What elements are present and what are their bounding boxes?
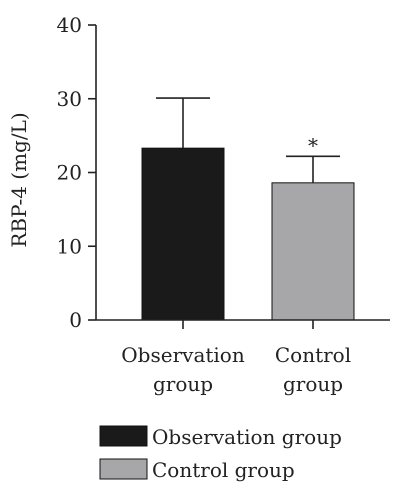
x-tick-label: Control <box>275 343 351 367</box>
y-tick-label: 0 <box>69 308 82 332</box>
y-tick-label: 40 <box>57 13 82 37</box>
x-axis: Observation group Control group <box>96 319 390 396</box>
x-tick-label: group <box>153 372 213 396</box>
legend: Observation group Control group <box>99 425 342 482</box>
y-axis-title: RBP-4 (mg/L) <box>7 112 31 247</box>
x-tick-label: Observation <box>121 343 245 367</box>
bar <box>271 182 355 321</box>
y-axis: 0 10 20 30 40 <box>57 13 97 332</box>
x-tick-label: group <box>283 372 343 396</box>
y-tick-label: 10 <box>57 234 82 258</box>
bar <box>141 147 225 321</box>
legend-swatch <box>99 425 148 447</box>
significance-marker: * <box>308 133 318 157</box>
error-bars: * <box>156 97 340 183</box>
legend-swatch <box>99 458 148 480</box>
legend-label: Control group <box>152 458 295 482</box>
y-tick-label: 30 <box>57 87 82 111</box>
y-tick-label: 20 <box>57 161 82 185</box>
legend-label: Observation group <box>152 425 342 449</box>
bars <box>141 147 355 321</box>
